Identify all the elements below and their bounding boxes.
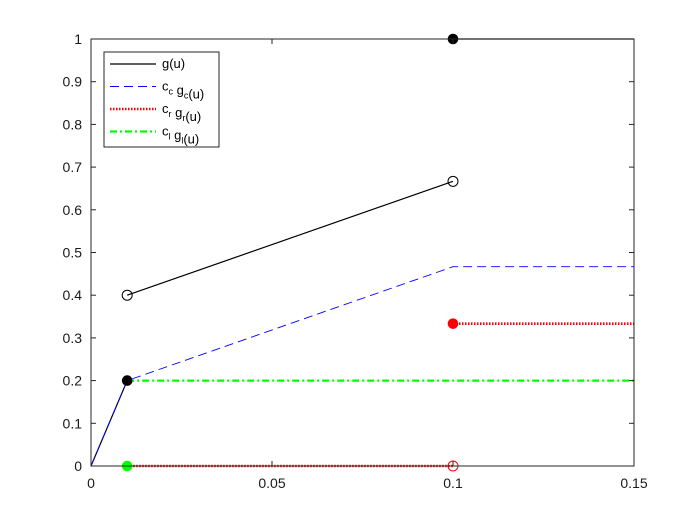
y-tick-label: 0.3 [63, 330, 83, 346]
legend-label-c-r-g-r-u: cr gr(u) [162, 101, 201, 124]
open-marker-2 [447, 175, 459, 187]
x-tick-label: 0.1 [443, 475, 463, 491]
y-tick-label: 0.1 [63, 415, 83, 431]
y-tick-label: 0.5 [63, 245, 83, 261]
y-tick-label: 0.7 [63, 159, 83, 175]
filled-marker-4 [121, 375, 133, 386]
y-tick-label: 0.4 [63, 287, 83, 303]
y-tick-label: 0.2 [63, 373, 83, 389]
x-tick-label: 0.15 [620, 475, 647, 491]
legend-label-c-c-g-c-u: cc gc(u) [162, 79, 204, 102]
y-tick-label: 0.9 [63, 74, 83, 90]
y-axis: 0 0.1 0.2 0.3 0.4 0.5 0.6 0.7 0.8 0.9 1 [63, 31, 634, 474]
x-tick-label: 0 [87, 475, 95, 491]
legend-label-c-l-g-l-u: cl gl(u) [162, 124, 199, 147]
legend-box [103, 51, 220, 148]
x-axis: 0 0.05 0.1 0.15 [87, 39, 648, 491]
filled-marker-5 [447, 318, 459, 329]
y-tick-label: 1 [74, 31, 82, 47]
y-tick-label: 0 [74, 458, 82, 474]
x-tick-label: 0.05 [258, 475, 285, 491]
series-c-c-g-c-u-segment-1 [90, 266, 634, 467]
legend-label-g-u: g(u) [162, 56, 185, 71]
open-marker-1 [121, 289, 133, 301]
y-tick-label: 0.6 [63, 202, 83, 218]
y-tick-label: 0.8 [63, 116, 83, 132]
legend: g(u) cc gc(u)cr gr(u)cl gl(u) [103, 51, 220, 148]
series-g-u-segment-2 [127, 180, 454, 296]
